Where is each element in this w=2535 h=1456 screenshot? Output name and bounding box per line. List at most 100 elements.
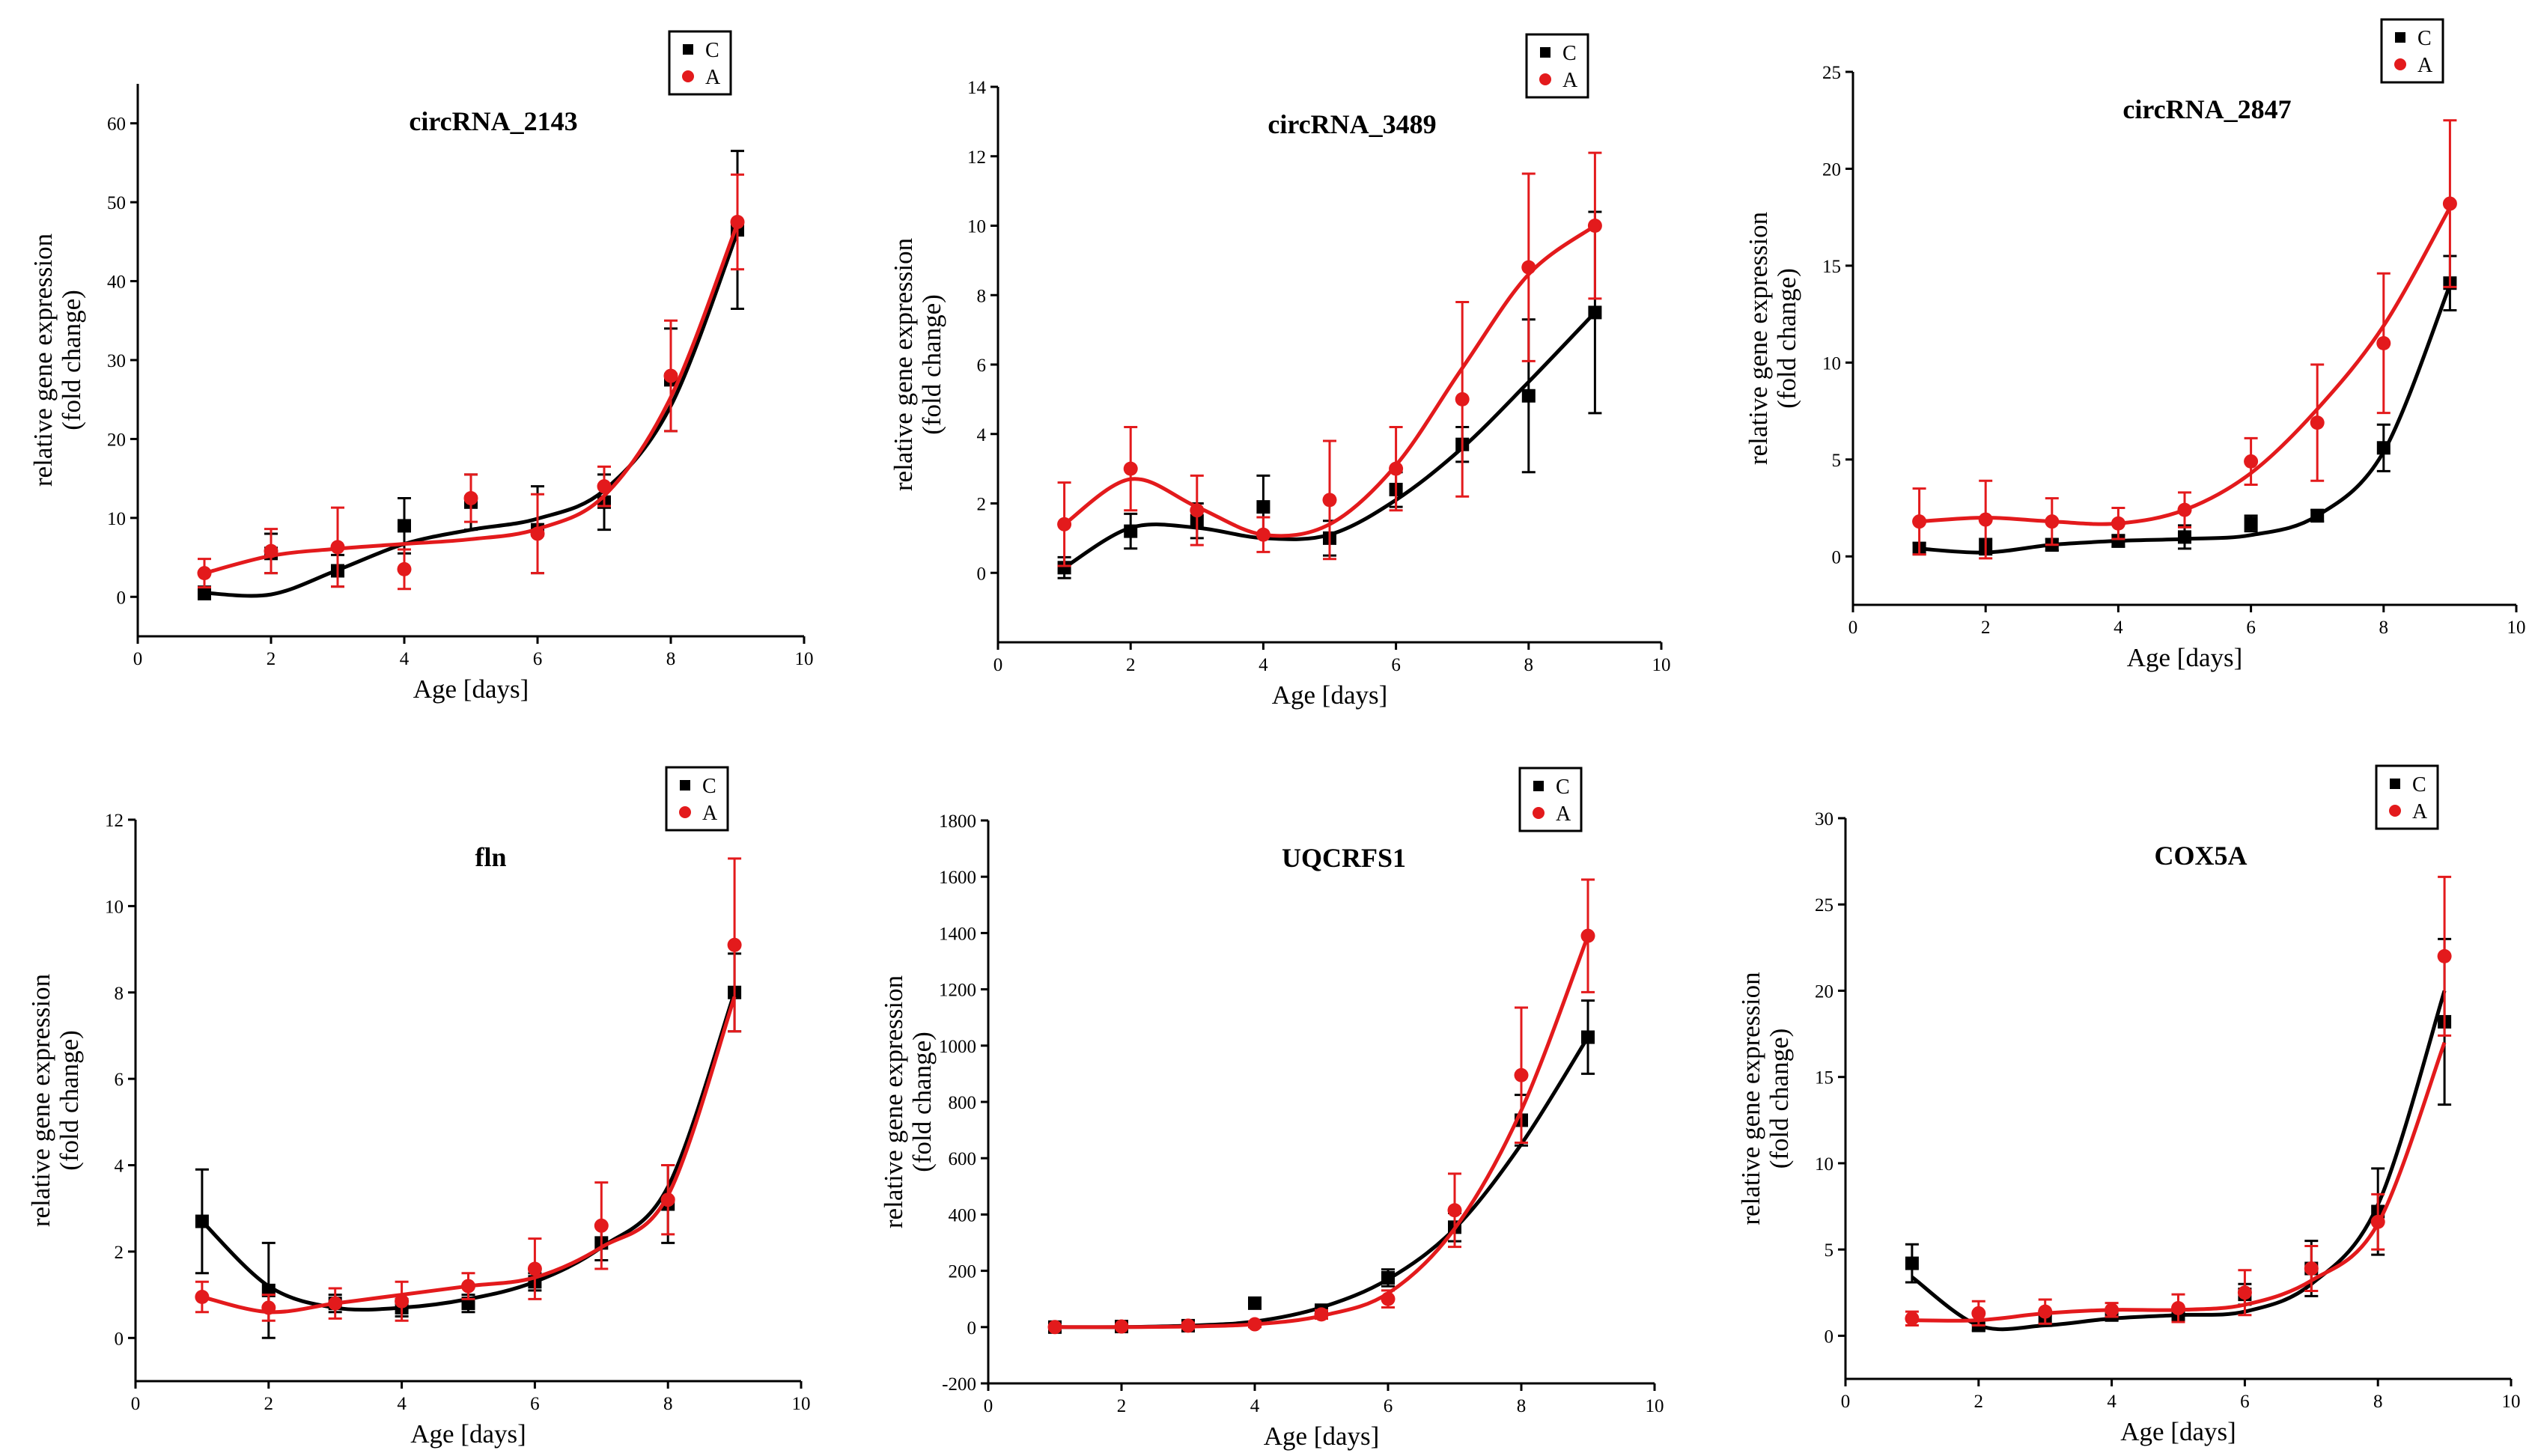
- y-axis-subtitle: (fold change): [55, 1030, 84, 1171]
- data-point-circle: [1181, 1318, 1196, 1333]
- fit-curve: [1919, 207, 2452, 526]
- x-axis-title: Age [days]: [1264, 1422, 1380, 1451]
- y-tick-label: 8: [115, 984, 124, 1004]
- chart-title: fln: [475, 842, 506, 872]
- y-tick-label: 6: [977, 356, 987, 376]
- x-axis-title: Age [days]: [2120, 1417, 2236, 1446]
- data-point-circle: [1381, 1291, 1396, 1306]
- data-point-circle: [2177, 502, 2192, 517]
- y-axis-subtitle: (fold change): [57, 290, 86, 430]
- data-point-square: [1581, 1030, 1595, 1044]
- legend-label: C: [2412, 773, 2426, 796]
- legend-box: [1525, 33, 1589, 99]
- x-axis-title: Age [days]: [413, 674, 529, 704]
- legend-marker-square: [2390, 779, 2400, 789]
- legend-box: [1518, 767, 1583, 832]
- data-point-square: [398, 519, 411, 533]
- fit-curve: [1054, 1036, 1590, 1329]
- x-tick-label: 4: [1250, 1396, 1260, 1416]
- data-point-circle: [328, 1296, 343, 1311]
- y-tick-label: 1400: [939, 924, 976, 944]
- fit-curve: [1063, 311, 1597, 570]
- fit-curve: [201, 996, 737, 1315]
- y-tick-label: 1200: [939, 981, 976, 1001]
- series-C: [198, 150, 744, 600]
- data-point-circle: [730, 215, 745, 229]
- legend-marker-square: [1533, 781, 1544, 791]
- legend-marker-circle: [679, 806, 691, 818]
- chart-title: circRNA_2143: [409, 106, 577, 136]
- data-point-circle: [1123, 461, 1138, 476]
- data-point-circle: [660, 1192, 675, 1207]
- data-point-circle: [527, 1261, 542, 1276]
- y-tick-label: 1000: [939, 1037, 976, 1057]
- y-tick-label: 2: [115, 1243, 124, 1263]
- data-point-circle: [1322, 493, 1337, 508]
- data-point-circle: [663, 368, 678, 383]
- x-tick-label: 10: [1646, 1396, 1664, 1416]
- x-tick-label: 4: [397, 1394, 407, 1414]
- y-tick-label: 10: [105, 897, 124, 917]
- y-tick-label: 4: [115, 1157, 124, 1177]
- legend-marker-square: [1540, 47, 1550, 58]
- legend-label: A: [1556, 802, 1571, 826]
- data-point-circle: [1455, 392, 1470, 406]
- y-tick-label: 0: [115, 1329, 124, 1349]
- y-axis-title: relative gene expression: [879, 975, 908, 1228]
- data-point-circle: [2045, 514, 2060, 529]
- chart-title: circRNA_3489: [1268, 109, 1436, 139]
- data-point-circle: [195, 1290, 210, 1304]
- legend-label: A: [1562, 69, 1578, 92]
- data-point-circle: [1905, 1311, 1920, 1326]
- data-point-circle: [727, 937, 742, 952]
- y-tick-label: 0: [1825, 1326, 1834, 1347]
- data-point-circle: [1047, 1320, 1062, 1335]
- legend-label: A: [705, 66, 721, 89]
- series-A: [1912, 119, 2457, 560]
- x-tick-label: 2: [267, 649, 276, 669]
- y-axis-title: relative gene expression: [28, 234, 58, 487]
- chart-title: UQCRFS1: [1282, 843, 1406, 873]
- data-point-circle: [1190, 503, 1205, 518]
- fit-curve: [1063, 224, 1596, 538]
- x-tick-label: 0: [993, 655, 1003, 675]
- legend-marker-circle: [1533, 807, 1545, 819]
- data-point-circle: [2237, 1285, 2252, 1300]
- data-point-circle: [1978, 512, 1993, 527]
- data-point-circle: [1447, 1203, 1462, 1218]
- data-point-square: [1124, 524, 1138, 538]
- series-C: [1905, 937, 2452, 1332]
- y-tick-label: 200: [949, 1262, 977, 1282]
- legend: CA: [2375, 764, 2439, 830]
- x-tick-label: 0: [1848, 618, 1858, 638]
- x-tick-label: 10: [792, 1394, 811, 1414]
- x-tick-label: 0: [131, 1394, 141, 1414]
- data-point-circle: [2376, 335, 2391, 350]
- x-axis-title: Age [days]: [410, 1419, 526, 1449]
- y-tick-label: 30: [1815, 809, 1833, 829]
- x-tick-label: 8: [663, 1394, 673, 1414]
- series-A: [1905, 875, 2452, 1327]
- y-axis-title: relative gene expression: [1744, 212, 1773, 465]
- data-point-circle: [1580, 928, 1595, 943]
- data-point-square: [2244, 517, 2258, 531]
- legend-marker-square: [683, 44, 693, 55]
- data-point-square: [1381, 1271, 1395, 1285]
- y-tick-label: 6: [115, 1070, 124, 1090]
- data-point-circle: [2442, 196, 2457, 211]
- legend: CA: [2380, 18, 2444, 84]
- x-tick-label: 6: [530, 1394, 540, 1414]
- data-point-circle: [264, 543, 279, 558]
- y-tick-label: 0: [117, 588, 127, 608]
- x-tick-label: 10: [2502, 1392, 2521, 1412]
- data-point-circle: [1587, 219, 1602, 233]
- y-tick-label: 10: [967, 217, 986, 237]
- legend: CA: [1518, 767, 1583, 832]
- y-axis-title: relative gene expression: [1736, 972, 1765, 1225]
- series-C: [1048, 999, 1595, 1334]
- y-axis-subtitle: (fold change): [917, 294, 946, 435]
- y-tick-label: 20: [107, 430, 126, 450]
- x-tick-label: 10: [2507, 618, 2526, 638]
- data-point-square: [195, 1214, 209, 1228]
